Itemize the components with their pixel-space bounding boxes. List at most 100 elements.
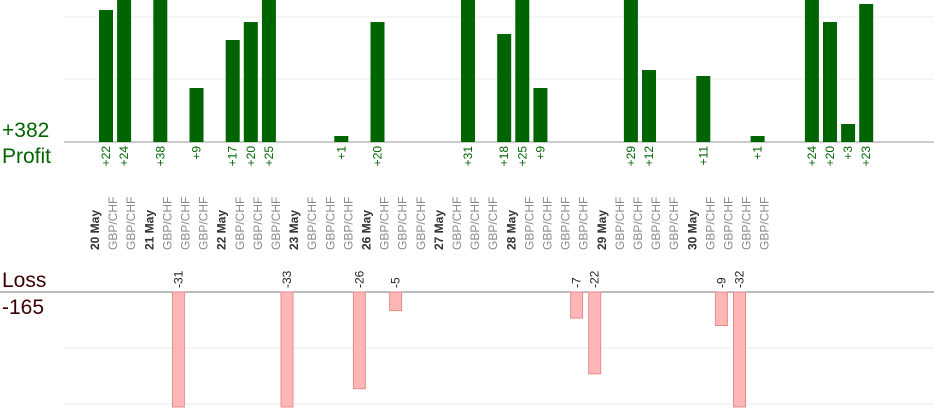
- x-pair-label: GBP/CHF: [486, 197, 500, 250]
- x-date-label: 29 May: [595, 210, 609, 250]
- x-pair-label: GBP/CHF: [124, 197, 138, 250]
- profit-value-label: +25: [515, 146, 529, 167]
- profit-value-label: +18: [497, 146, 511, 167]
- profit-total: +382: [2, 119, 49, 142]
- x-pair-label: GBP/CHF: [251, 197, 265, 250]
- profit-bar: [334, 136, 349, 142]
- loss-label: Loss: [2, 269, 46, 292]
- loss-bar: [280, 291, 294, 408]
- x-pair-label: GBP/CHF: [613, 197, 627, 250]
- profit-bar: [696, 76, 711, 142]
- profit-value-label: +22: [99, 146, 113, 167]
- x-pair-label: GBP/CHF: [233, 197, 247, 250]
- profit-bar: [859, 4, 874, 142]
- x-pair-label: GBP/CHF: [323, 197, 337, 250]
- x-pair-label: GBP/CHF: [197, 197, 211, 250]
- loss-bar: [352, 291, 366, 390]
- profit-bar: [461, 0, 475, 142]
- x-pair-label: GBP/CHF: [160, 197, 174, 250]
- profit-value-label: +11: [696, 146, 710, 166]
- x-pair-label: GBP/CHF: [396, 197, 410, 250]
- loss-bar: [588, 291, 602, 375]
- x-pair-label: GBP/CHF: [631, 197, 645, 250]
- loss-value-label: -22: [588, 270, 602, 288]
- profit-value-label: +23: [859, 146, 873, 167]
- x-pair-label: GBP/CHF: [667, 197, 681, 250]
- profit-bars: +22 +24 +38 +9 +17 +20 +25 +1 +20 +31 +18 +25 +9 +29 +…: [99, 0, 874, 167]
- profit-label: Profit: [2, 145, 51, 168]
- profit-bar: [99, 10, 113, 142]
- profit-value-label: +1: [751, 146, 765, 160]
- x-pair-label: GBP/CHF: [758, 197, 772, 250]
- x-pair-label: GBP/CHF: [341, 197, 355, 250]
- profit-bar: [804, 0, 819, 142]
- profit-bar: [841, 124, 856, 142]
- loss-bar: [714, 291, 728, 326]
- x-pair-label: GBP/CHF: [378, 197, 392, 250]
- x-pair-label: GBP/CHF: [649, 197, 663, 250]
- profit-value-label: +25: [262, 146, 276, 167]
- loss-total: -165: [2, 296, 44, 319]
- x-pair-label: GBP/CHF: [305, 197, 319, 250]
- x-date-label: 28 May: [504, 210, 518, 250]
- profit-value-label: +3: [841, 146, 855, 160]
- x-date-label: 23 May: [287, 210, 301, 250]
- profit-bar: [497, 34, 512, 142]
- profit-value-label: +38: [153, 146, 167, 167]
- x-date-label: 26 May: [360, 210, 374, 250]
- x-pair-label: GBP/CHF: [414, 197, 428, 250]
- profit-value-label: +31: [461, 146, 475, 167]
- loss-grid: [0, 291, 934, 405]
- profit-bar: [642, 70, 656, 142]
- profit-value-label: +24: [117, 146, 131, 167]
- x-pair-label: GBP/CHF: [522, 197, 536, 250]
- loss-bar: [570, 291, 584, 319]
- loss-value-label: -26: [352, 270, 366, 288]
- x-pair-label: GBP/CHF: [541, 197, 555, 250]
- profit-bar: [623, 0, 638, 142]
- profit-bar: [117, 0, 132, 142]
- loss-bar: [389, 291, 403, 312]
- loss-value-label: -7: [570, 277, 584, 288]
- x-date-label: 27 May: [432, 210, 446, 250]
- x-pair-label: GBP/CHF: [740, 197, 754, 250]
- x-pair-label: GBP/CHF: [703, 197, 717, 250]
- profit-bar: [243, 22, 258, 142]
- x-pair-label: GBP/CHF: [450, 197, 464, 250]
- loss-bar: [171, 291, 185, 408]
- profit-bar: [225, 40, 240, 142]
- profit-value-label: +20: [371, 146, 385, 167]
- profit-value-label: +24: [805, 146, 819, 167]
- x-date-label: 30 May: [685, 210, 699, 250]
- profit-value-label: +20: [823, 146, 837, 167]
- loss-value-label: -32: [733, 270, 747, 288]
- x-date-label: 20 May: [88, 210, 102, 250]
- loss-value-label: -5: [389, 277, 403, 288]
- profit-bar: [261, 0, 276, 142]
- loss-value-label: -31: [171, 270, 185, 288]
- profit-value-label: +17: [226, 146, 240, 167]
- loss-value-label: -9: [714, 277, 728, 288]
- profit-value-label: +9: [533, 146, 547, 160]
- profit-value-label: +12: [642, 146, 656, 167]
- x-date-label: 21 May: [142, 210, 156, 250]
- x-pair-label: GBP/CHF: [269, 197, 283, 250]
- x-pair-label: GBP/CHF: [722, 197, 736, 250]
- profit-value-label: +9: [190, 146, 204, 160]
- x-pair-label: GBP/CHF: [577, 197, 591, 250]
- profit-value-label: +20: [244, 146, 258, 167]
- loss-bar: [733, 291, 746, 408]
- profit-bar: [750, 136, 765, 142]
- loss-bars: -31 -33 -26 -5 -7 -22 -9 -32: [171, 270, 747, 408]
- x-pair-label: GBP/CHF: [468, 197, 482, 250]
- x-pair-label: GBP/CHF: [106, 197, 120, 250]
- profit-bar: [823, 22, 837, 142]
- loss-value-label: -33: [280, 270, 294, 288]
- profit-bar: [189, 88, 204, 142]
- profit-value-label: +29: [624, 146, 638, 167]
- x-date-label: 22 May: [215, 210, 229, 250]
- x-pair-label: GBP/CHF: [559, 197, 573, 250]
- profit-bar: [515, 0, 530, 142]
- x-axis-labels: 20 May GBP/CHF GBP/CHF 21 May GBP/CHF GBP/CHF…: [88, 197, 772, 250]
